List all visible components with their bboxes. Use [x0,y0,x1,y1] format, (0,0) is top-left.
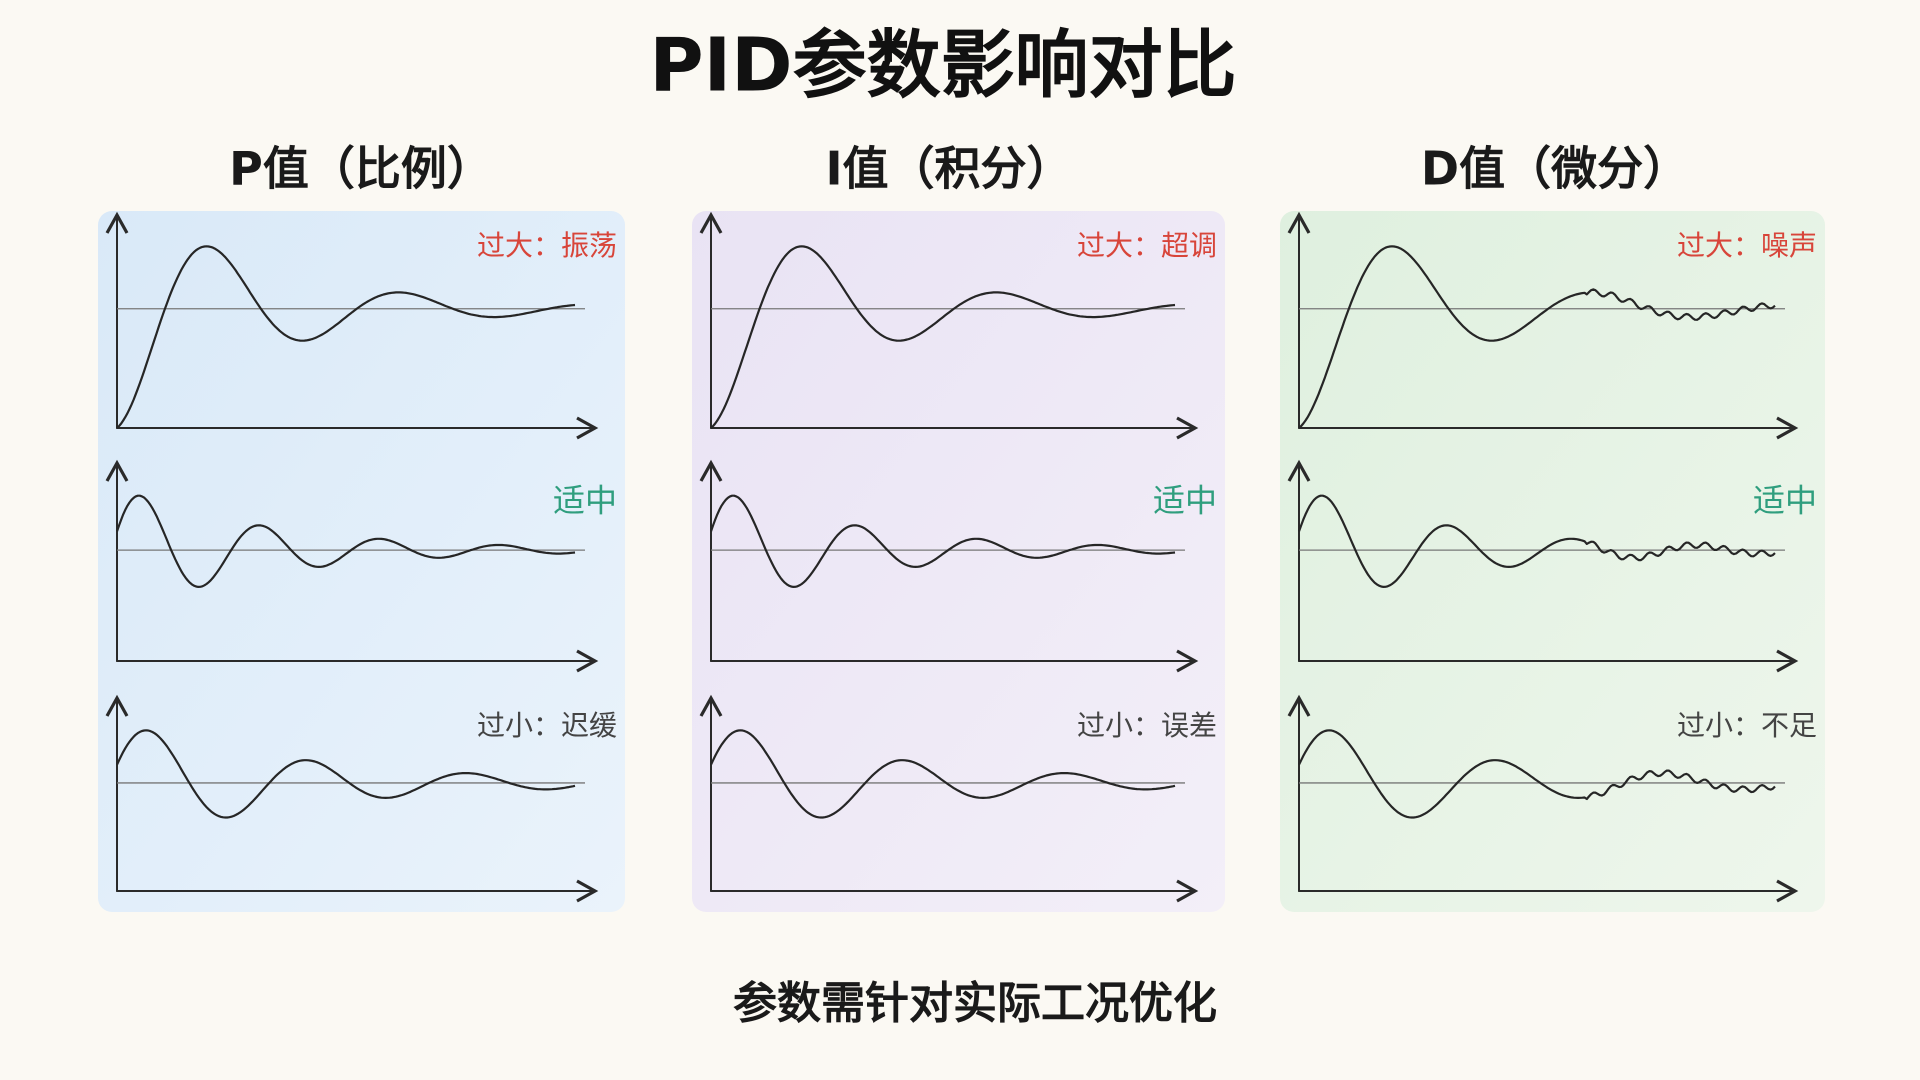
column-heading: I值（积分） [825,142,1072,196]
column-panel [98,211,625,912]
column-panel [692,211,1225,912]
panel-label: 过小：误差 [1077,709,1217,742]
response-curve [116,245,576,429]
response-curve [115,494,576,588]
panel-label: 适中 [1153,482,1217,520]
response-curve [710,729,1176,819]
response-curve [1298,245,1776,429]
response-curve [1298,729,1776,819]
panel-label: 过小：迟缓 [477,709,617,742]
column-heading: P值（比例） [229,142,493,196]
panel-label: 过小：不足 [1677,709,1817,742]
response-curve [710,245,1176,429]
response-curve [1297,494,1776,588]
response-curve [116,729,576,819]
response-curve [709,494,1176,588]
panel-label: 过大：噪声 [1677,229,1817,262]
column-panel [1280,211,1825,912]
panel-label: 适中 [1753,482,1817,520]
footer: 参数需针对实际工况优化 [733,978,1217,1029]
title: PID参数影响对比 [649,23,1236,109]
column-heading: D值（微分） [1421,142,1689,196]
panel-label: 适中 [553,482,617,520]
panel-label: 过大：超调 [1077,229,1217,262]
panel-label: 过大：振荡 [477,229,617,262]
